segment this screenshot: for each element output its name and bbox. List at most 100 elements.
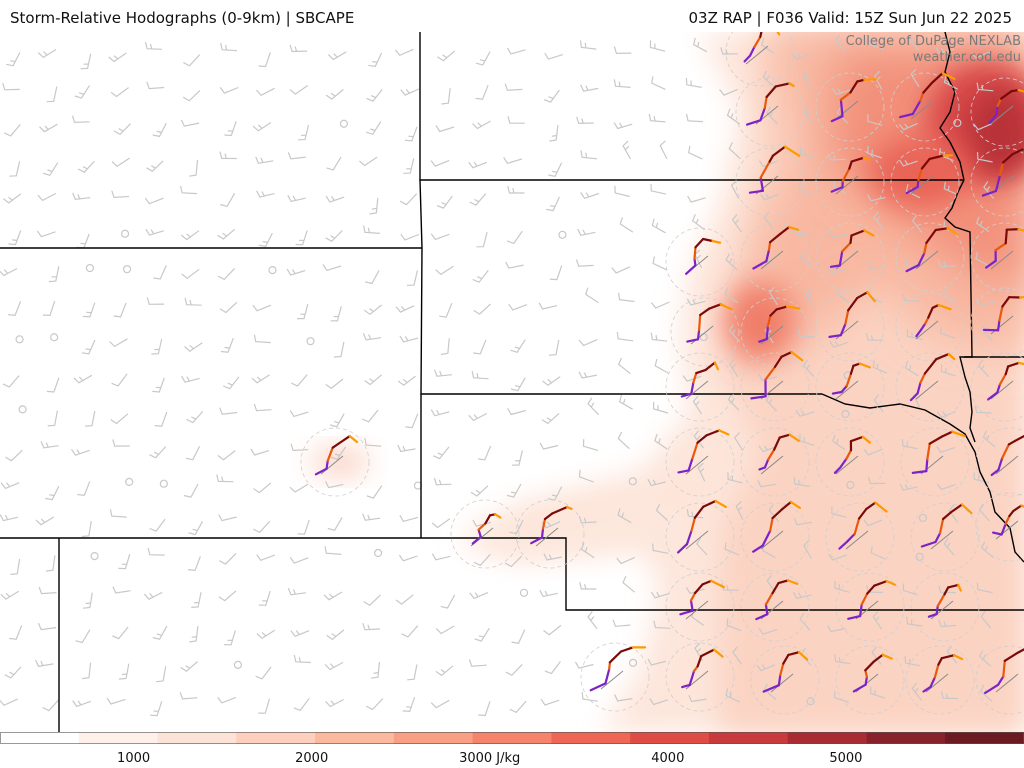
hodograph-segment [911, 470, 928, 474]
wind-barb [685, 77, 702, 88]
hodograph-segment [1012, 504, 1023, 513]
hodograph-ring [970, 287, 1024, 357]
wind-barb [802, 359, 815, 378]
hodograph-segment [881, 653, 893, 660]
wind-barb [289, 410, 309, 418]
wind-barb [938, 259, 957, 268]
wind-barb [475, 51, 491, 66]
wind-barb [613, 46, 632, 55]
hodograph-segment [909, 392, 919, 402]
hodograph-segment [839, 91, 852, 101]
wind-barb [863, 519, 883, 527]
wind-barb [692, 395, 703, 415]
wind-barb [758, 373, 777, 381]
wind-barb [433, 477, 452, 486]
wind-barb [543, 89, 560, 103]
map-canvas[interactable] [0, 32, 1024, 732]
wind-barb [220, 193, 236, 207]
hodograph-segment [689, 591, 697, 602]
calm-wind-marker [125, 477, 134, 487]
wind-barb [587, 611, 598, 630]
hodograph [725, 32, 795, 87]
hodograph-segment [768, 232, 782, 244]
wind-barb [976, 582, 993, 594]
wind-barb [649, 40, 666, 52]
wind-barb [507, 116, 525, 124]
hodograph-segment [864, 675, 869, 686]
calm-wind-marker [306, 337, 315, 346]
wind-barb [940, 326, 956, 339]
wind-barb [0, 698, 18, 707]
storm-motion-vector [320, 455, 344, 475]
wind-barb [47, 410, 58, 427]
hodograph-segment [1004, 365, 1010, 376]
wind-barb [828, 553, 847, 561]
wind-barb [725, 253, 738, 271]
hodograph-segment [866, 584, 876, 595]
wind-barb [48, 266, 60, 283]
hodograph-segment [326, 446, 334, 462]
wind-barb [152, 377, 165, 393]
wind-barb [799, 612, 811, 631]
hodograph-segment [745, 119, 762, 126]
wind-barb [758, 160, 778, 168]
hodograph-segment [860, 592, 869, 606]
hodograph-segment [540, 527, 545, 539]
hodograph-segment [752, 544, 764, 553]
hodograph [665, 427, 735, 497]
wind-barb [0, 590, 20, 600]
hodograph-segment [905, 264, 920, 273]
wind-barb [218, 514, 237, 522]
wind-barb [471, 370, 489, 380]
hodograph-segment [797, 651, 809, 661]
storm-motion-vector [915, 250, 939, 270]
wind-barb [73, 374, 93, 384]
wind-barb [616, 331, 634, 342]
hodograph-segment [748, 189, 765, 194]
wind-barb [406, 270, 418, 286]
wind-barb [144, 41, 163, 50]
calm-wind-marker [50, 333, 59, 342]
calm-wind-marker [915, 552, 924, 561]
wind-barb [829, 341, 849, 348]
storm-motion-vector [930, 600, 954, 620]
wind-barb [407, 664, 418, 681]
hodograph-segment [773, 436, 781, 451]
hodograph-segment [690, 516, 697, 532]
hodograph-ring [450, 499, 520, 569]
hodograph-segment [530, 536, 544, 545]
wind-barb [978, 503, 990, 522]
hodograph-segment [922, 685, 932, 693]
hodograph-segment [788, 225, 800, 231]
hodograph-segment [331, 442, 340, 449]
hodograph-segment [862, 156, 870, 161]
wind-barb [366, 698, 384, 711]
hodograph-segment [924, 316, 930, 325]
hodograph-segment [864, 669, 869, 679]
wind-barb [650, 332, 668, 342]
hodograph-segment [775, 305, 789, 311]
wind-barb [587, 397, 599, 416]
wind-barb [219, 552, 237, 565]
hodograph-segment [934, 227, 949, 232]
wind-barb [433, 369, 452, 377]
hodograph-segment [704, 361, 717, 371]
map-panel[interactable]: College of DuPage NEXLAB weather.cod.edu [0, 32, 1024, 732]
wind-barb [290, 630, 310, 638]
hodograph-ring [910, 502, 980, 572]
hodographs [300, 32, 1024, 715]
hodograph-segment [951, 430, 966, 438]
wind-barb [971, 51, 990, 59]
hodograph-segment [919, 372, 927, 384]
wind-barb [325, 378, 344, 390]
wind-barb [216, 474, 234, 483]
hodograph-segment [858, 603, 863, 618]
wind-barb [472, 120, 491, 130]
wind-barb [511, 450, 523, 466]
wind-barb [45, 485, 60, 501]
wind-barb [9, 625, 23, 640]
hodograph-segment [693, 257, 697, 267]
wind-barb [726, 618, 742, 632]
wind-barb [827, 266, 846, 274]
hodograph-segment [1007, 439, 1017, 446]
